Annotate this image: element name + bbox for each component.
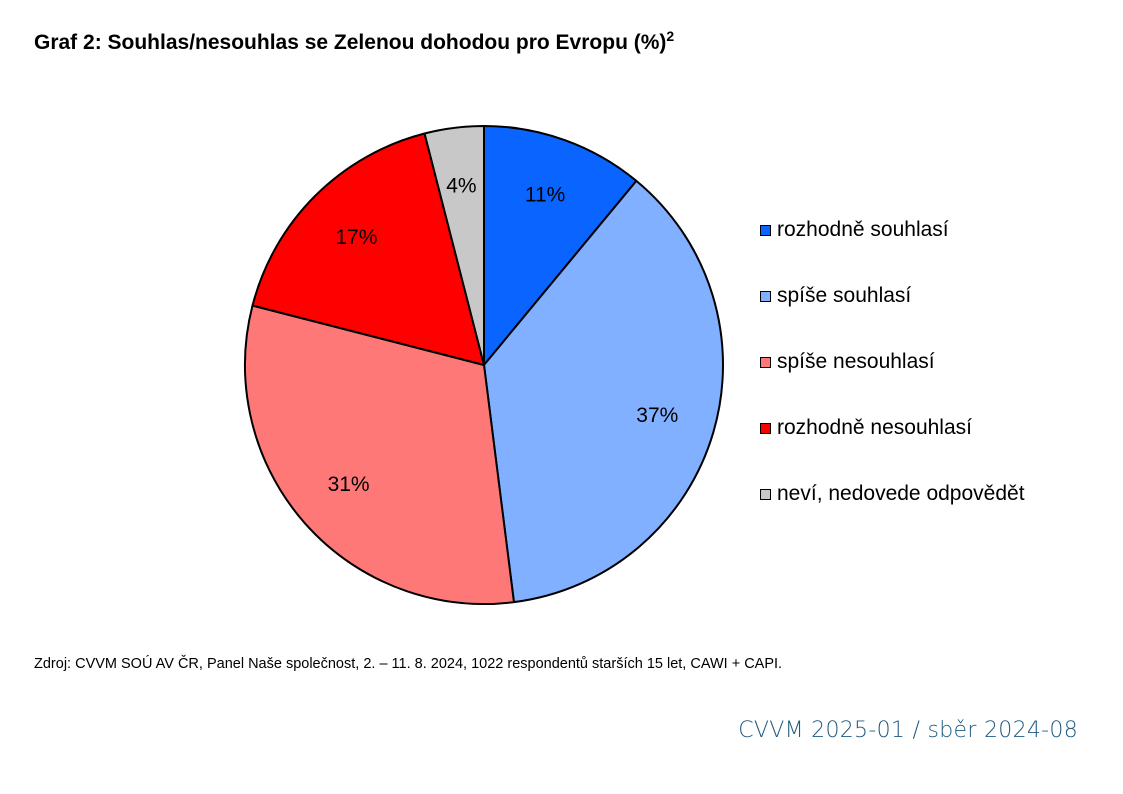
slice-value-label-1: 11% [525, 184, 565, 207]
legend-swatch [760, 422, 771, 434]
legend-item-1: rozhodně souhlasí [760, 197, 1025, 263]
legend-item-2: spíše souhlasí [760, 263, 1025, 329]
legend-swatch [760, 224, 771, 236]
legend-label: spíše souhlasí [777, 284, 912, 307]
chart-legend: rozhodně souhlasí spíše souhlasí spíše nes… [760, 197, 1025, 527]
legend-label: rozhodně souhlasí [777, 218, 949, 241]
pie-slice-4 [251, 132, 485, 366]
legend-label: neví, nedovede odpovědět [777, 482, 1025, 505]
legend-item-4: rozhodně nesouhlasí [760, 395, 1025, 461]
slice-value-label-2: 37% [636, 404, 678, 427]
legend-swatch [760, 488, 771, 500]
pie-slice-3 [244, 304, 515, 605]
footer-tag: CVVM 2025-01 / sběr 2024-08 [738, 718, 1078, 743]
chart-title-superscript: 2 [666, 28, 675, 44]
legend-label: spíše nesouhlasí [777, 350, 935, 373]
slice-value-label-3: 31% [328, 473, 370, 496]
chart-title: Graf 2: Souhlas/nesouhlas se Zelenou doh… [34, 28, 675, 55]
slice-value-label-4: 17% [335, 226, 377, 249]
pie-slice-5 [423, 125, 485, 366]
slice-value-label-5: 4% [446, 175, 476, 198]
chart-title-text: Graf 2: Souhlas/nesouhlas se Zelenou doh… [34, 31, 667, 54]
legend-item-3: spíše nesouhlasí [760, 329, 1025, 395]
legend-item-5: neví, nedovede odpovědět [760, 461, 1025, 527]
pie-slice-2 [483, 179, 724, 604]
legend-swatch [760, 356, 771, 368]
legend-swatch [760, 290, 771, 302]
pie-slice-1 [483, 125, 638, 366]
legend-label: rozhodně nesouhlasí [777, 416, 972, 439]
source-note: Zdroj: CVVM SOÚ AV ČR, Panel Naše společ… [34, 656, 783, 672]
